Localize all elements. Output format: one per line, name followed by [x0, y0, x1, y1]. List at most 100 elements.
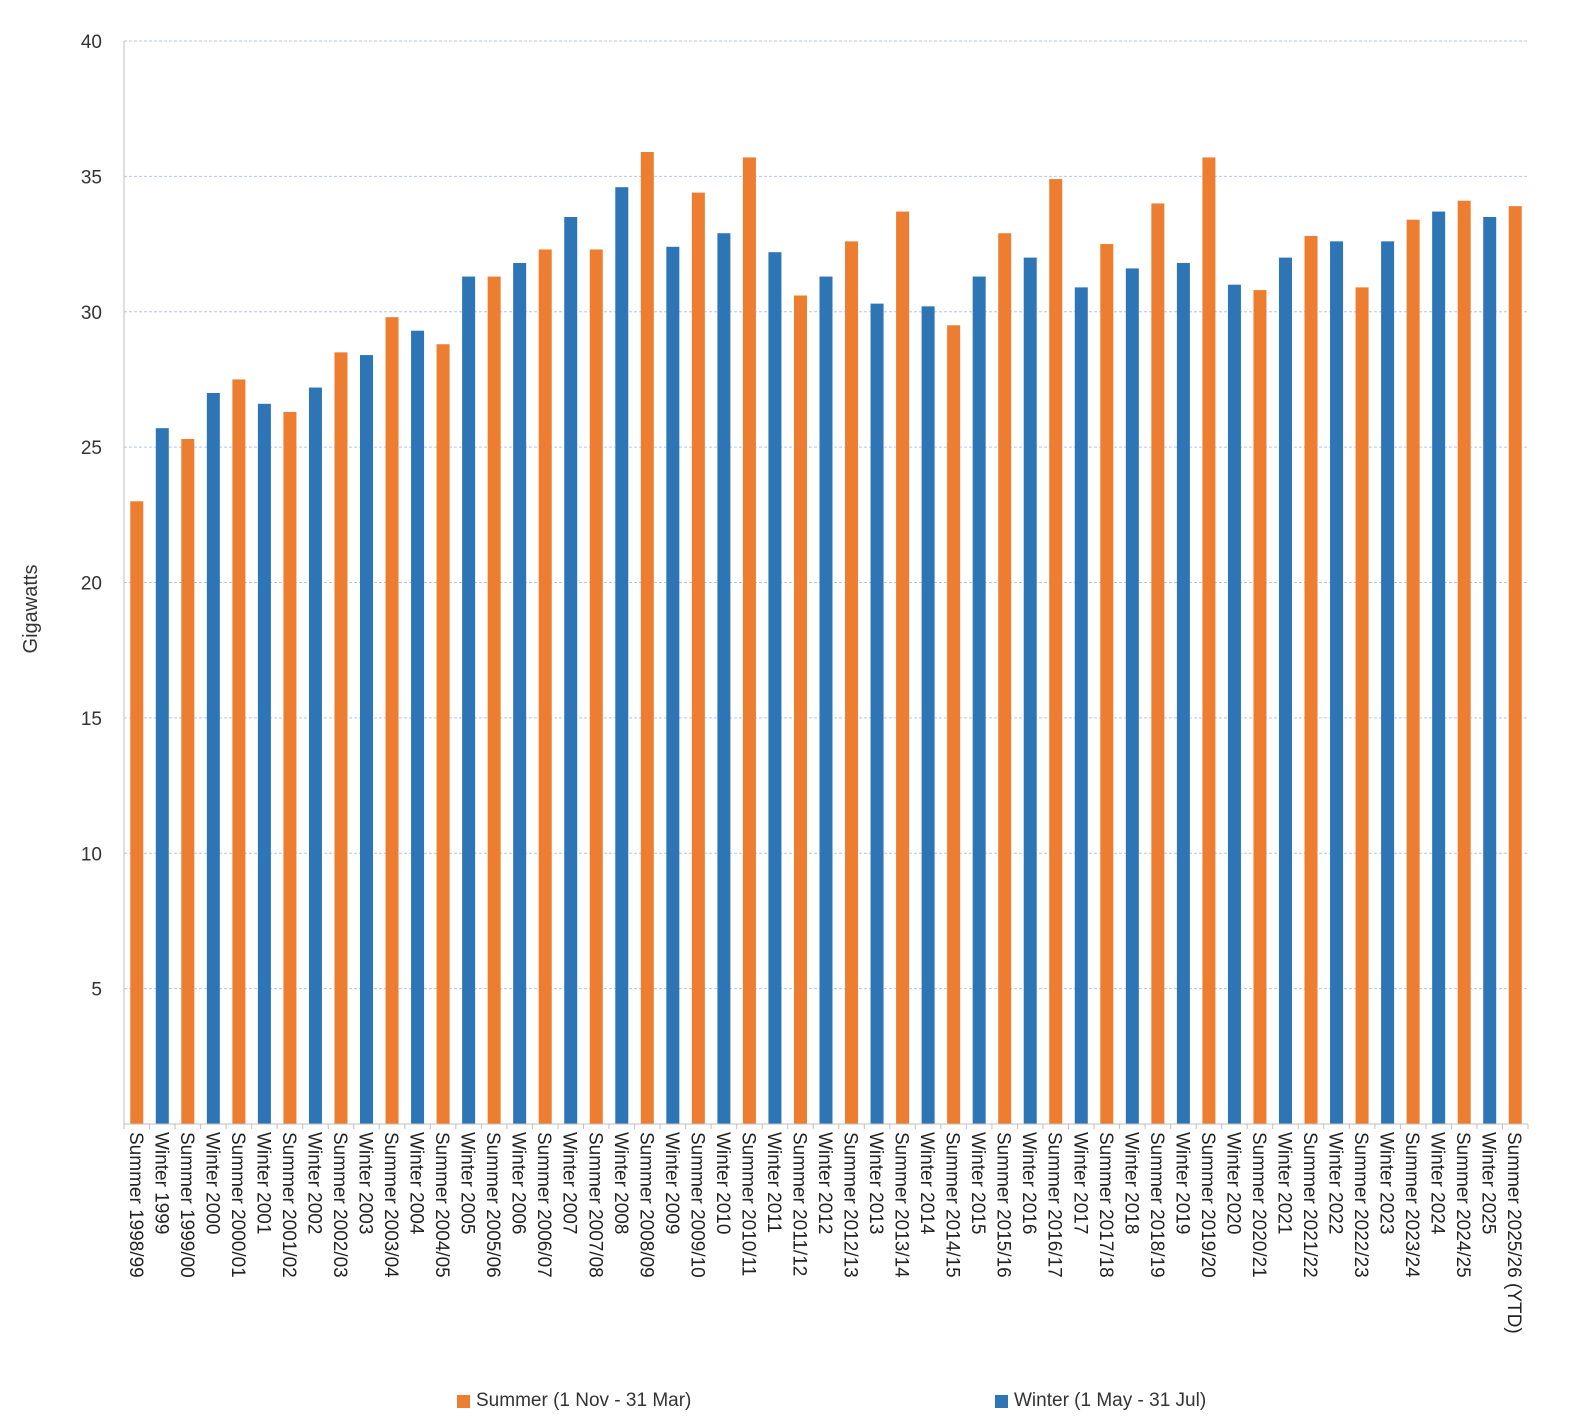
- bar-winter: [206, 392, 220, 1125]
- x-tick-label: Winter 2004: [406, 1132, 427, 1235]
- bar-summer: [1202, 157, 1216, 1125]
- x-tick-label: Winter 2001: [252, 1132, 273, 1234]
- x-tick-label: Winter 2016: [1018, 1132, 1039, 1234]
- bar-winter: [1483, 216, 1497, 1125]
- bar-summer: [130, 501, 144, 1124]
- bar-winter: [1227, 284, 1241, 1124]
- y-tick-label: 30: [81, 303, 102, 324]
- bar-summer: [1457, 200, 1471, 1124]
- bar-summer: [1151, 203, 1165, 1124]
- bar-summer: [1304, 235, 1318, 1124]
- x-tick-label: Winter 2003: [355, 1132, 376, 1234]
- legend-swatch-summer: [457, 1394, 470, 1408]
- y-tick-label: 10: [81, 844, 102, 865]
- bar-winter: [972, 276, 986, 1124]
- x-tick-label: Winter 2011: [763, 1132, 784, 1233]
- x-tick-label: Winter 2002: [303, 1132, 324, 1234]
- x-tick-label: Summer 2019/20: [1197, 1132, 1218, 1278]
- bar-summer: [1406, 219, 1420, 1124]
- bar-winter: [360, 355, 374, 1124]
- legend-label-summer: Summer (1 Nov - 31 Mar): [476, 1390, 692, 1411]
- legend-label-winter: Winter (1 May - 31 Jul): [1014, 1390, 1207, 1411]
- legend-item-winter: Winter (1 May - 31 Jul): [995, 1390, 1206, 1412]
- bar-summer: [1049, 179, 1063, 1124]
- x-axis: Summer 1998/99 Winter 1999 Summer 1999/00 W…: [123, 1123, 1529, 1334]
- bar-winter: [768, 252, 782, 1124]
- bar-winter: [1432, 211, 1446, 1124]
- x-tick-label: Winter 2014: [916, 1132, 937, 1235]
- bar-winter: [1176, 263, 1190, 1124]
- x-tick-label: Summer 2010/11: [737, 1132, 758, 1276]
- bar-winter: [921, 306, 935, 1125]
- y-tick-label: 5: [91, 980, 102, 1001]
- bar-summer: [1355, 287, 1369, 1124]
- x-tick-label: Summer 2006/07: [533, 1132, 554, 1278]
- bar-winter: [870, 303, 884, 1124]
- x-tick-label: Summer 2022/23: [1350, 1132, 1371, 1278]
- bar-summer: [232, 379, 246, 1124]
- bar-winter: [615, 187, 629, 1124]
- x-tick-label: Winter 2025: [1478, 1132, 1499, 1234]
- bar-summer: [181, 439, 195, 1124]
- y-axis-title: Gigawatts: [20, 565, 42, 654]
- x-tick-label: Summer 2011/12: [788, 1132, 809, 1276]
- y-tick-label: 25: [81, 438, 102, 459]
- x-tick-label: Summer 2009/10: [686, 1132, 707, 1278]
- bar-summer: [691, 192, 705, 1124]
- x-tick-label: Winter 2023: [1376, 1132, 1397, 1234]
- x-tick-label: Winter 2005: [457, 1132, 478, 1234]
- x-tick-label: Winter 2022: [1325, 1132, 1346, 1234]
- bar-summer: [334, 352, 348, 1124]
- bar-summer: [487, 276, 501, 1124]
- x-tick-label: Summer 2023/24: [1401, 1132, 1422, 1278]
- bar-summer: [1253, 290, 1267, 1125]
- bar-winter: [564, 216, 578, 1125]
- x-tick-label: Summer 2014/15: [942, 1132, 963, 1278]
- bar-summer: [1100, 244, 1114, 1124]
- x-tick-label: Summer 2016/17: [1044, 1132, 1065, 1278]
- bar-summer: [947, 325, 961, 1125]
- x-tick-label: Winter 2019: [1171, 1132, 1192, 1234]
- bar-chart: 5 10 15 20 25 30 35 40 Summer 1998/99 Winter 199…: [20, 32, 1529, 1334]
- y-tick-label: 20: [81, 574, 102, 595]
- bar-winter: [155, 428, 169, 1124]
- x-tick-label: Summer 2013/14: [891, 1132, 912, 1278]
- x-tick-label: Winter 2006: [508, 1132, 529, 1234]
- bar-winter: [257, 403, 271, 1124]
- bar-summer: [896, 211, 910, 1124]
- bar-summer: [1508, 206, 1522, 1125]
- x-tick-label: Summer 2007/08: [584, 1132, 605, 1278]
- x-tick-label: Winter 1999: [150, 1132, 171, 1234]
- x-tick-label: Summer 2005/06: [482, 1132, 503, 1278]
- bar-winter: [1381, 241, 1395, 1125]
- x-tick-label: Summer 2003/04: [380, 1132, 401, 1278]
- bar-summer: [385, 317, 399, 1124]
- x-tick-label: Winter 2000: [201, 1132, 222, 1234]
- bars: [130, 152, 1522, 1125]
- x-tick-label: Summer 2025/26 (YTD): [1503, 1132, 1524, 1334]
- bar-winter: [462, 276, 476, 1124]
- x-tick-label: Winter 2009: [661, 1132, 682, 1234]
- legend-item-summer: Summer (1 Nov - 31 Mar): [457, 1390, 691, 1412]
- x-tick-label: Summer 2021/22: [1299, 1132, 1320, 1278]
- bar-winter: [717, 233, 731, 1125]
- x-tick-label: Winter 2021: [1273, 1132, 1294, 1234]
- bar-summer: [538, 249, 552, 1125]
- bar-summer: [793, 295, 807, 1124]
- bar-winter: [1023, 257, 1037, 1125]
- bar-winter: [1125, 268, 1139, 1124]
- x-tick-label: Winter 2008: [610, 1132, 631, 1234]
- bar-summer: [640, 152, 654, 1124]
- bar-winter: [308, 387, 322, 1124]
- x-tick-label: Winter 2012: [814, 1132, 835, 1234]
- bar-summer: [742, 157, 756, 1125]
- x-tick-label: Winter 2017: [1069, 1132, 1090, 1234]
- legend: Summer (1 Nov - 31 Mar) Winter (1 May - …: [0, 1390, 1595, 1420]
- bar-winter: [411, 330, 425, 1124]
- x-tick-label: Summer 2000/01: [227, 1132, 248, 1278]
- y-tick-label: 15: [81, 709, 102, 730]
- x-tick-label: Summer 2015/16: [993, 1132, 1014, 1278]
- x-tick-label: Winter 2010: [712, 1132, 733, 1234]
- x-tick-label: Winter 2024: [1427, 1132, 1448, 1235]
- x-tick-label: Summer 2020/21: [1248, 1132, 1269, 1278]
